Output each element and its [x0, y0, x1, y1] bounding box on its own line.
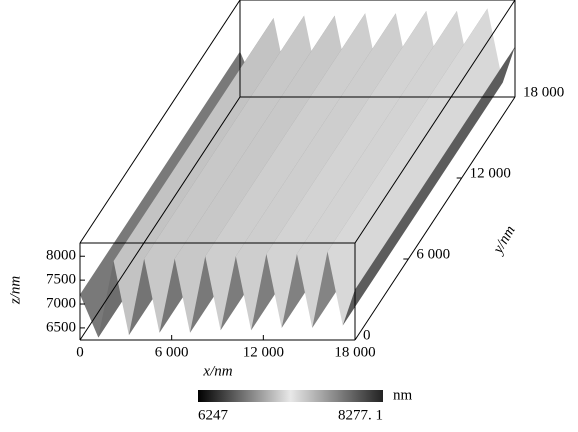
z-tick-label: 8000	[46, 248, 76, 264]
colorbar-tick-label: 8277. 1	[338, 407, 383, 423]
x-tick-label: 18 000	[334, 344, 375, 360]
surface	[80, 8, 515, 337]
colorbar-tick-label: 6247	[198, 407, 229, 423]
z-tick-label: 6500	[46, 319, 76, 335]
x-tick-label: 0	[76, 344, 84, 360]
x-tick-label: 6 000	[155, 344, 189, 360]
z-tick-label: 7000	[46, 295, 76, 311]
z-tick-label: 7500	[46, 272, 76, 288]
colorbar	[198, 390, 383, 402]
y-tick-label: 6 000	[416, 246, 450, 262]
z-axis-label: z/nm	[7, 276, 23, 306]
y-axis-label: y/nm	[489, 223, 519, 258]
y-tick-label: 18 000	[523, 84, 564, 100]
y-tick-label: 0	[363, 327, 371, 343]
x-tick-label: 12 000	[243, 344, 284, 360]
y-tick-label: 12 000	[470, 165, 511, 181]
chart: x/nm y/nm z/nm nm 06 00012 00018 00006 0…	[0, 0, 578, 432]
x-axis-label: x/nm	[202, 363, 232, 379]
colorbar-unit: nm	[393, 387, 413, 403]
